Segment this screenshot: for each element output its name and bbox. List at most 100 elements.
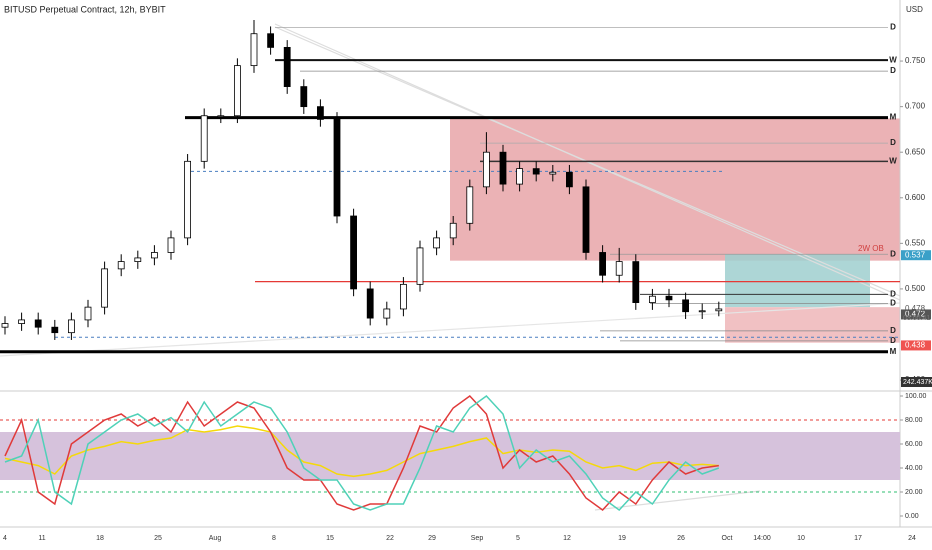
level-label: D xyxy=(890,299,896,308)
candle-body xyxy=(599,252,606,276)
x-tick-label: 15 xyxy=(326,535,334,542)
candle-body xyxy=(250,33,258,67)
price-marker-label: 0.472 xyxy=(905,310,926,319)
candle-body xyxy=(333,118,341,217)
candle-body xyxy=(316,106,324,120)
x-tick-label: Sep xyxy=(471,535,484,542)
candle-body xyxy=(84,306,92,321)
candle-body xyxy=(117,261,125,270)
y-tick-label: 0.600 xyxy=(905,193,926,202)
last-price: 0.478 xyxy=(905,304,926,313)
x-tick-label: 5 xyxy=(516,535,520,542)
level-label: W xyxy=(889,55,897,64)
y-tick-label: 0.750 xyxy=(905,56,926,65)
x-tick-label: 4 xyxy=(3,535,7,542)
level-label: D xyxy=(890,336,896,345)
candle-body xyxy=(101,268,108,308)
candle-body xyxy=(566,171,573,188)
zone xyxy=(450,118,900,261)
y-tick-label: 0.700 xyxy=(905,102,926,111)
candle-body xyxy=(283,46,291,87)
volume-box xyxy=(901,377,932,387)
candle-body xyxy=(300,86,308,108)
candle-body xyxy=(34,319,42,328)
candle-body xyxy=(217,115,225,118)
y-tick-label: 0.550 xyxy=(905,238,926,247)
x-tick-label: 29 xyxy=(428,535,436,542)
candle-body xyxy=(466,186,474,224)
level-label: M xyxy=(890,347,897,356)
candle-body xyxy=(68,319,75,334)
price-marker-label: 0.438 xyxy=(905,341,926,350)
candle-body xyxy=(715,308,723,312)
candle-body xyxy=(433,237,441,249)
zone xyxy=(725,254,870,308)
x-tick-label: 12 xyxy=(563,535,571,542)
osc-tick-label: 40.00 xyxy=(905,465,923,472)
level-label: D xyxy=(890,326,896,335)
candle-body xyxy=(416,247,424,285)
candle-body xyxy=(449,222,457,239)
y-tick-label: 0.650 xyxy=(905,147,926,156)
candle-body xyxy=(549,171,557,175)
price-marker-label: 0.537 xyxy=(905,250,926,259)
x-tick-label: 8 xyxy=(272,535,276,542)
x-tick-label: 10 xyxy=(797,535,805,542)
zone-label: 2W OB xyxy=(858,244,884,253)
level-label: D xyxy=(890,22,896,31)
rsi-band xyxy=(0,432,900,480)
x-tick-label: 26 xyxy=(677,535,685,542)
candle-body xyxy=(233,65,241,117)
x-tick-label: Aug xyxy=(209,535,222,542)
level-label: D xyxy=(890,249,896,258)
x-tick-label: 22 xyxy=(386,535,394,542)
countdown: 03:00:41 xyxy=(903,315,930,322)
candle-body xyxy=(150,252,158,259)
candle-body xyxy=(134,257,142,262)
candle-body xyxy=(18,319,26,324)
level-label: W xyxy=(889,156,897,165)
candle-body xyxy=(698,310,706,313)
candle-body xyxy=(267,33,275,48)
level-label: D xyxy=(890,66,896,75)
candle-body xyxy=(167,237,175,253)
osc-tick-label: 0.00 xyxy=(905,513,919,520)
osc-tick-label: 20.00 xyxy=(905,489,923,496)
level-label: D xyxy=(890,138,896,147)
price-marker xyxy=(901,250,931,261)
candle-body xyxy=(383,308,391,319)
candle-body xyxy=(682,299,689,313)
candle-body xyxy=(499,151,507,185)
osc-tick-label: 100.00 xyxy=(905,393,927,400)
candle-body xyxy=(51,326,59,334)
x-tick-label: 19 xyxy=(618,535,626,542)
candle-body xyxy=(532,168,540,175)
x-tick-label: 25 xyxy=(154,535,162,542)
price-marker xyxy=(901,340,931,351)
candle-body xyxy=(649,295,656,303)
candle-body xyxy=(582,186,590,253)
price-marker xyxy=(901,309,931,320)
osc-tick-label: 60.00 xyxy=(905,441,923,448)
x-tick-label: 24 xyxy=(908,535,916,542)
candle-body xyxy=(350,215,358,290)
candle-body xyxy=(399,283,407,310)
chart-title: BITUSD Perpetual Contract, 12h, BYBIT xyxy=(4,4,166,14)
candle-body xyxy=(200,115,208,162)
candle-body xyxy=(184,160,192,239)
candle-body xyxy=(366,288,374,319)
candle-body xyxy=(516,168,523,185)
currency: USD xyxy=(906,5,923,14)
level-label: D xyxy=(890,289,896,298)
osc-line xyxy=(4,395,720,511)
trendline xyxy=(0,302,901,357)
osc-line xyxy=(4,425,719,478)
candle-body xyxy=(665,295,673,301)
x-tick-label: 11 xyxy=(38,535,45,542)
x-tick-label: Oct xyxy=(722,535,733,542)
candle-body xyxy=(615,261,623,276)
candle-body xyxy=(1,323,9,328)
candle-body xyxy=(482,151,490,188)
x-tick-label: 17 xyxy=(854,535,862,542)
